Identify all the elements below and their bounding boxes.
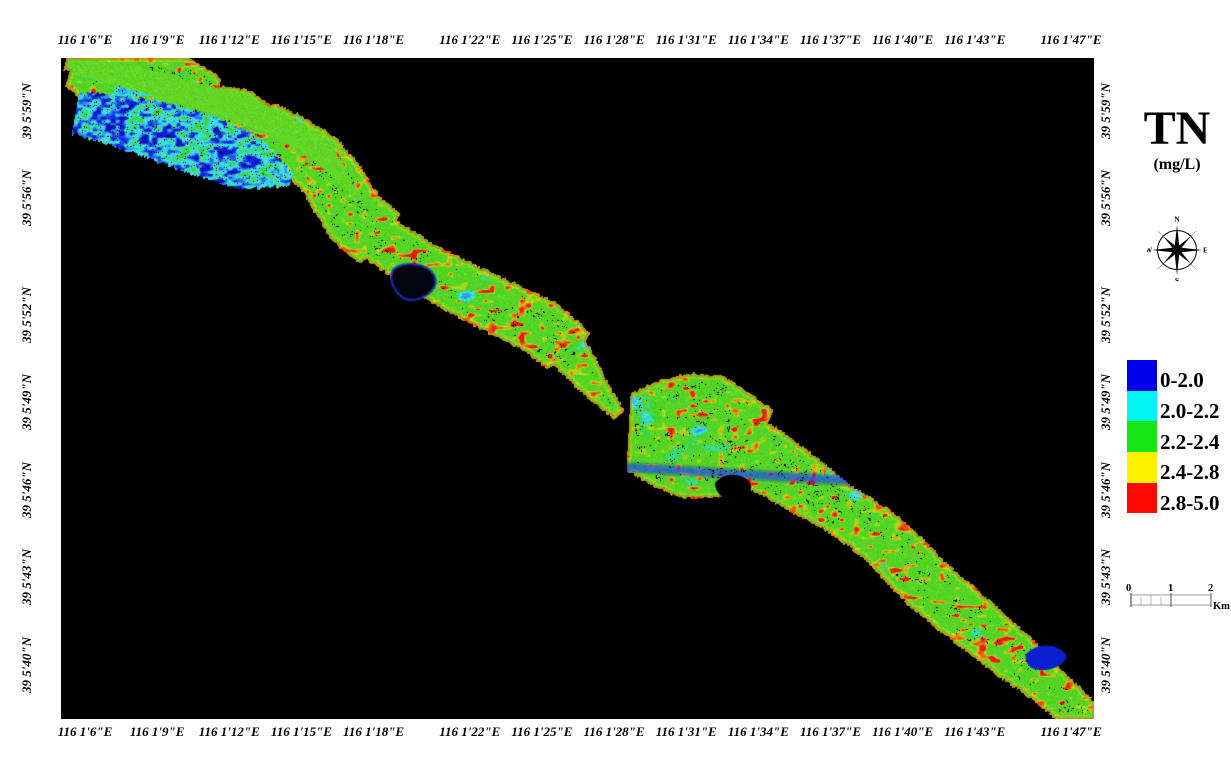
- svg-text:W: W: [1147, 246, 1153, 255]
- svg-text:S: S: [1175, 276, 1179, 281]
- svg-text:2: 2: [1208, 583, 1213, 594]
- svg-text:0: 0: [1126, 583, 1131, 594]
- svg-text:N: N: [1174, 215, 1180, 224]
- svg-text:1: 1: [1168, 583, 1173, 594]
- svg-text:Km: Km: [1213, 601, 1230, 612]
- svg-text:E: E: [1203, 246, 1207, 255]
